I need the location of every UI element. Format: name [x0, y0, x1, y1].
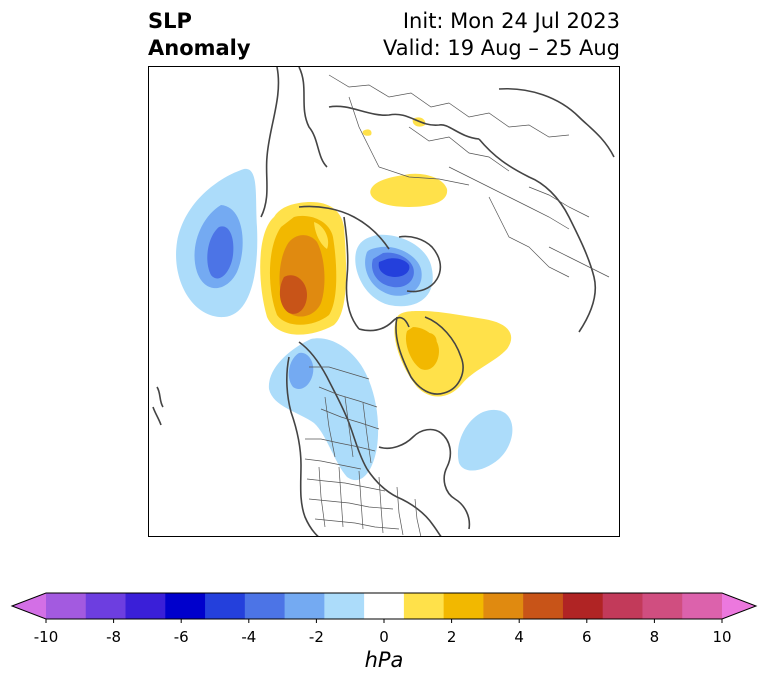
- siberia-high: [370, 173, 448, 207]
- siberia-spot-1: [362, 129, 372, 136]
- colorbar-cell: [364, 593, 405, 619]
- colorbar-ticks: [45, 619, 723, 623]
- colorbar-cell: [244, 593, 286, 619]
- colorbar-cell: [443, 593, 484, 619]
- colorbar-tick-label: -6: [173, 628, 189, 646]
- colorbar-cell: [284, 593, 325, 619]
- pacific-low-inner: [207, 226, 234, 279]
- colorbar-cell: [562, 593, 604, 619]
- colorbar-tick-label: 0: [379, 628, 389, 646]
- title-left: SLP Anomaly: [148, 8, 251, 62]
- title-variable: SLP: [148, 9, 192, 33]
- colorbar-cell: [85, 593, 127, 619]
- na-low-4: [288, 352, 314, 390]
- colorbar-cell: [642, 593, 683, 619]
- colorbar-cell: [46, 593, 87, 619]
- colorbar: [10, 592, 758, 623]
- colorbar-extend-min: [12, 593, 46, 619]
- colorbar-extend-max: [722, 593, 756, 619]
- atlantic-low: [457, 409, 513, 471]
- colorbar-tick-label: 8: [649, 628, 660, 646]
- init-date: Init: Mon 24 Jul 2023: [402, 9, 620, 33]
- barents-low-8: [378, 258, 410, 277]
- title-type: Anomaly: [148, 36, 251, 60]
- colorbar-cell: [125, 593, 166, 619]
- colorbar-tick-label: -4: [241, 628, 257, 646]
- alaska-high-hole: [314, 222, 329, 249]
- colorbar-tick-label: -2: [308, 628, 324, 646]
- colorbar-cell: [403, 593, 445, 619]
- colorbar-unit-label: hPa: [364, 648, 404, 672]
- colorbar-tick-label: -10: [33, 628, 59, 646]
- colorbar-cell: [602, 593, 643, 619]
- colorbar-tick-label: 6: [582, 628, 592, 646]
- colorbar-cell: [165, 593, 206, 619]
- colorbar-tick-label: 10: [712, 628, 732, 646]
- title-right: Init: Mon 24 Jul 2023 Valid: 19 Aug – 25…: [383, 8, 620, 62]
- greenland-high-4b: [424, 333, 437, 346]
- anomaly-fills: [176, 117, 513, 481]
- colorbar-tick-label: 2: [446, 628, 457, 646]
- colorbar-cell: [205, 593, 246, 619]
- map-panel: [148, 66, 620, 537]
- borders: [304, 74, 610, 536]
- colorbar-tick-label: -8: [106, 628, 122, 646]
- colorbar-cell: [483, 593, 524, 619]
- alaska-high-8: [279, 275, 307, 314]
- valid-range: Valid: 19 Aug – 25 Aug: [382, 36, 620, 60]
- colorbar-cell: [682, 593, 723, 619]
- colorbar-cells: [12, 593, 756, 619]
- colorbar-tick-label: 4: [514, 628, 524, 646]
- map-svg: [152, 67, 615, 536]
- colorbar-cell: [523, 593, 564, 619]
- colorbar-cell: [324, 593, 365, 619]
